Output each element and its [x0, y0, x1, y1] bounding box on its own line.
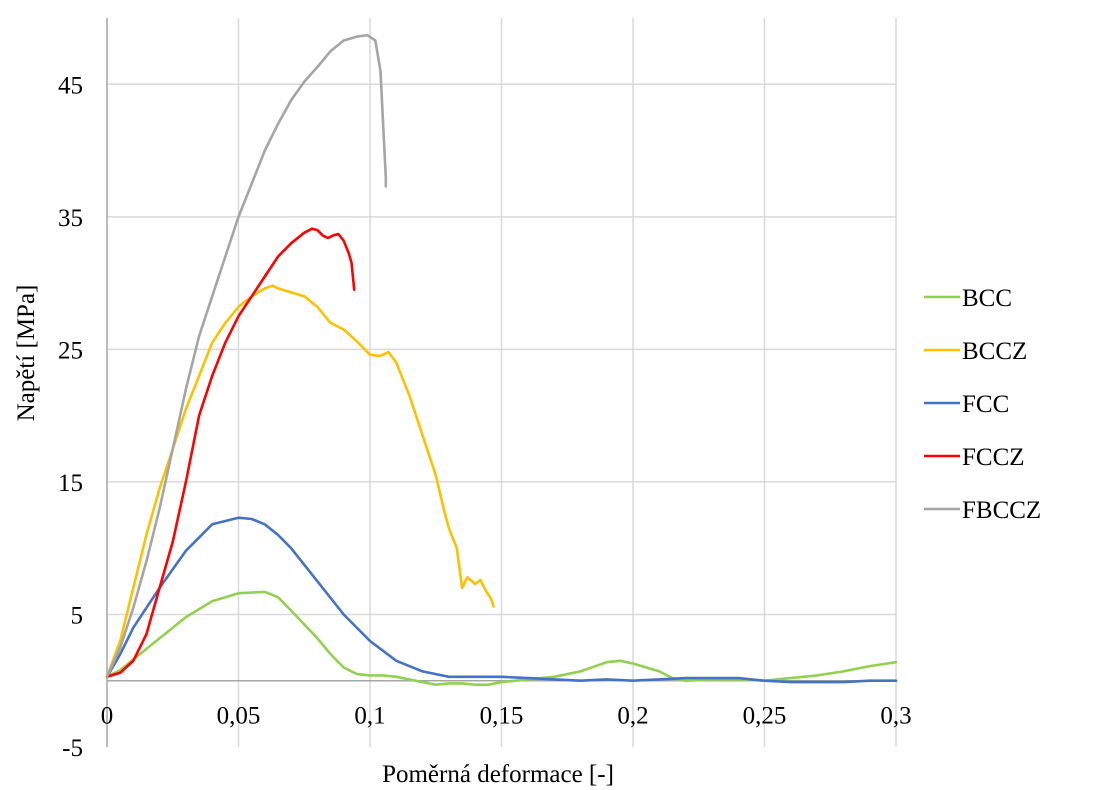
legend-label-fccz: FCCZ [962, 444, 1025, 471]
y-tick-label: 15 [58, 470, 83, 497]
legend: BCC BCCZ FCC FCCZ FBCCZ [924, 285, 1041, 524]
y-tick-label: 5 [71, 602, 84, 629]
x-tick-label: 0,3 [880, 703, 911, 730]
y-tick-label: 45 [58, 72, 83, 99]
x-tick-label: 0,05 [217, 703, 261, 730]
x-tick-label: 0,1 [354, 703, 385, 730]
x-tick-label: 0,25 [743, 703, 787, 730]
legend-label-fcc: FCC [962, 391, 1009, 418]
series-line-fcc [105, 516, 898, 684]
legend-label-bccz: BCCZ [962, 338, 1027, 365]
legend-label-fbccz: FBCCZ [962, 497, 1041, 524]
x-axis-tick-labels: 0 0,05 0,1 0,15 0,2 0,25 0,3 [101, 703, 912, 730]
y-tick-label: 25 [58, 337, 83, 364]
series-line-bcc [105, 590, 898, 687]
x-tick-label: 0,15 [480, 703, 524, 730]
series-line-bccz [105, 284, 495, 679]
x-axis-title: Poměrná deformace [-] [382, 761, 614, 788]
legend-label-bcc: BCC [962, 285, 1012, 312]
series-lines [105, 33, 898, 687]
y-tick-label: -5 [62, 735, 83, 762]
y-axis-tick-labels: -5 5 15 25 35 45 [58, 72, 83, 762]
y-axis-title: Napětí [MPa] [13, 285, 40, 422]
x-tick-label: 0,2 [617, 703, 648, 730]
series-line-fbccz [105, 33, 388, 679]
series-line-fccz [105, 227, 356, 679]
x-tick-label: 0 [101, 703, 114, 730]
y-tick-label: 35 [58, 205, 83, 232]
vertical-gridlines [237, 18, 897, 747]
